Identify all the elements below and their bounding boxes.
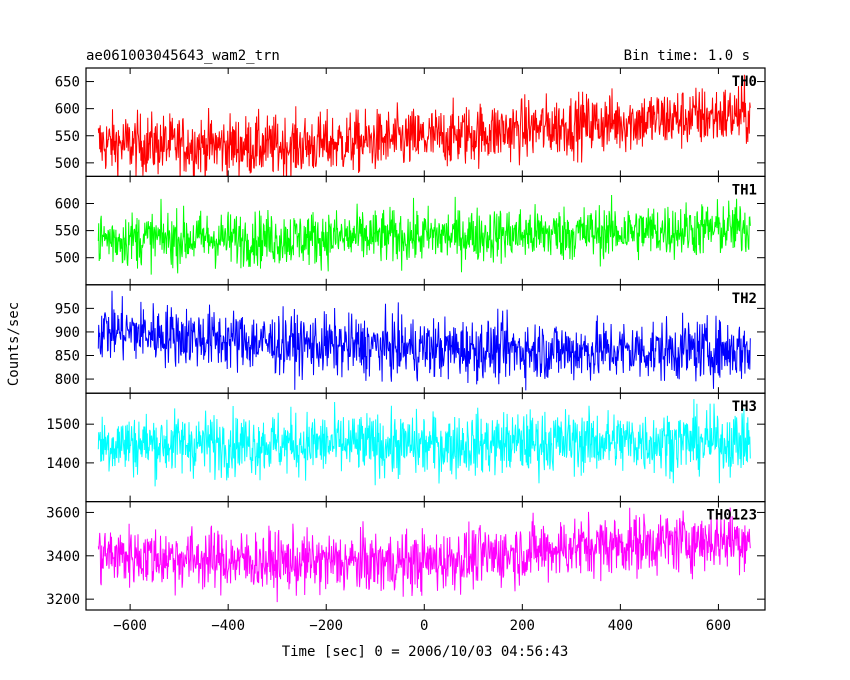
panel-label-th0123: TH0123 — [706, 508, 757, 524]
panel-frame — [85, 284, 766, 394]
y-tick-label: 550 — [55, 129, 80, 145]
x-tick-label: −600 — [113, 618, 147, 634]
panel-label-th2: TH2 — [732, 291, 757, 307]
x-tick-label: −400 — [211, 618, 245, 634]
y-tick-label: 500 — [55, 156, 80, 172]
y-tick-label: 500 — [55, 251, 80, 267]
y-axis-label: Counts/sec — [6, 302, 22, 386]
x-tick-label: 200 — [510, 618, 535, 634]
panel-label-th0: TH0 — [732, 74, 757, 90]
x-axis: −600 −400 −200 0 200 400 600 — [113, 618, 731, 634]
y-tick-label: 650 — [55, 75, 80, 91]
series-line-th3 — [97, 399, 751, 487]
panel-th2: 800 850 900 950 TH2 — [55, 284, 766, 394]
y-tick-label: 3200 — [46, 592, 80, 608]
y-tick-label: 3600 — [46, 505, 80, 521]
y-tick-label: 950 — [55, 301, 80, 317]
panel-frame — [85, 501, 766, 611]
panel-th1: 500 550 600 TH1 — [55, 175, 766, 286]
panel-label-th1: TH1 — [732, 182, 757, 198]
y-tick-label: 600 — [55, 197, 80, 213]
panel-label-th3: TH3 — [732, 399, 757, 415]
bin-time-label: Bin time: 1.0 s — [624, 48, 750, 64]
series-line-th1 — [97, 194, 751, 275]
series-line-th2 — [97, 290, 751, 391]
y-tick-label: 550 — [55, 224, 80, 240]
series-line-th0 — [97, 74, 751, 177]
x-tick-label: −200 — [309, 618, 343, 634]
y-tick-label: 1500 — [46, 417, 80, 433]
panel-th0: 500 550 600 650 TH0 — [55, 67, 766, 178]
y-tick-label: 800 — [55, 372, 80, 388]
x-axis-label: Time [sec] 0 = 2006/10/03 04:56:43 — [282, 644, 569, 660]
panels-group: 500 550 600 650 TH0 500 550 600 TH1 800 850 900 950 T… — [46, 67, 766, 611]
chart-title: ae061003045643_wam2_trn — [86, 48, 280, 64]
x-tick-label: 400 — [608, 618, 633, 634]
x-tick-label: 600 — [706, 618, 731, 634]
y-tick-label: 1400 — [46, 456, 80, 472]
y-tick-label: 900 — [55, 325, 80, 341]
y-tick-label: 600 — [55, 102, 80, 118]
x-tick-label: 0 — [420, 618, 428, 634]
panel-th0123: 3200 3400 3600 TH0123 — [46, 501, 766, 611]
y-tick-label: 850 — [55, 348, 80, 364]
y-tick-label: 3400 — [46, 549, 80, 565]
panel-th3: 1400 1500 TH3 — [46, 392, 766, 503]
series-line-th0123 — [97, 507, 751, 603]
